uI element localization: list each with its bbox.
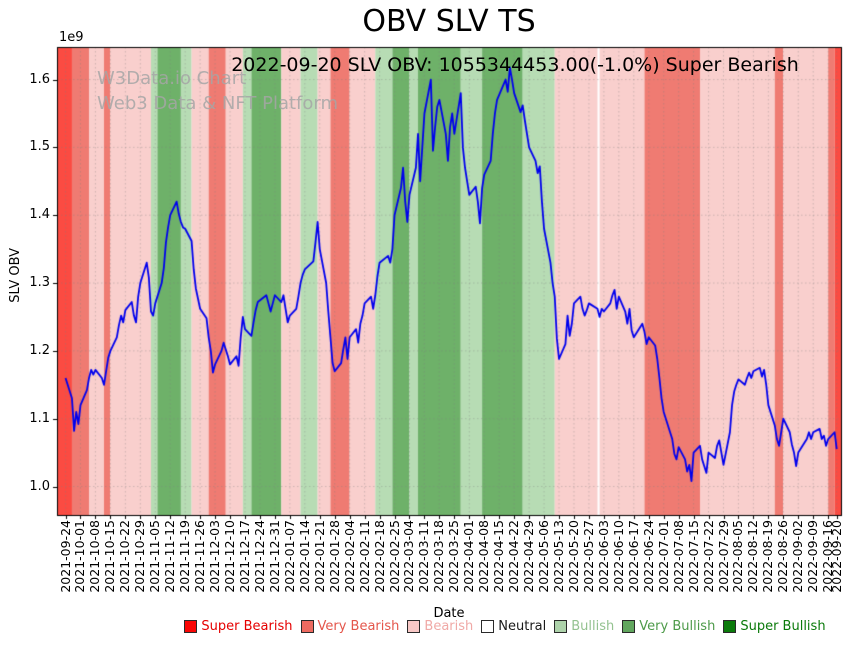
x-tick-label: 2021-12-03 [207, 520, 223, 593]
legend-label: Very Bearish [317, 619, 400, 634]
x-tick-label: 2021-11-05 [147, 520, 163, 593]
legend-item: Neutral [481, 619, 546, 634]
legend-item: Bearish [407, 619, 473, 634]
x-tick-label: 2022-01-07 [281, 520, 297, 593]
legend-swatch-icon [622, 620, 636, 633]
x-tick-label: 2021-12-10 [222, 520, 238, 593]
x-tick-label: 2021-12-17 [236, 520, 252, 593]
y-tick-label: 1.1 [29, 410, 50, 426]
x-tick-label: 2022-06-17 [625, 520, 641, 593]
x-tick-label: 2022-08-26 [775, 520, 791, 593]
x-tick-label: 2021-12-31 [266, 520, 282, 593]
x-tick-label: 2022-03-18 [431, 520, 447, 593]
x-tick-label: 2022-07-08 [670, 520, 686, 593]
x-tick-label: 2022-07-22 [700, 520, 716, 593]
x-tick-label: 2022-04-08 [476, 520, 492, 593]
watermark: W3Data.io Chart Web3 Data & NFT Platform [97, 66, 338, 116]
x-tick-label: 2021-11-26 [192, 520, 208, 593]
x-tick-label: 2022-06-10 [610, 520, 626, 593]
legend-item: Super Bearish [184, 619, 293, 634]
x-tick-label: 2022-06-03 [595, 520, 611, 593]
x-axis-label: Date [433, 606, 465, 621]
x-tick-label: 2022-03-11 [416, 520, 432, 593]
x-tick-label: 2022-04-29 [521, 520, 537, 593]
legend-label: Super Bullish [740, 619, 826, 634]
x-tick-label: 2021-10-29 [132, 520, 148, 593]
legend-item: Very Bearish [300, 619, 400, 634]
legend-label: Bullish [571, 619, 615, 634]
watermark-line1: W3Data.io Chart [97, 68, 247, 89]
chart-title: OBV SLV TS [362, 4, 536, 39]
x-tick-label: 2022-02-11 [356, 520, 372, 593]
x-tick-label: 2021-10-08 [87, 520, 103, 593]
x-tick-label: 2022-05-06 [536, 520, 552, 593]
y-tick-label: 1.0 [29, 478, 50, 494]
x-tick-label: 2021-09-24 [57, 520, 73, 593]
x-tick-label: 2022-05-13 [551, 520, 567, 593]
x-tick-label: 2022-08-19 [760, 520, 776, 593]
legend-swatch-icon [300, 620, 314, 633]
legend-label: Super Bearish [201, 619, 293, 634]
x-tick-label: 2022-02-04 [341, 520, 357, 593]
x-tick-label: 2021-11-12 [162, 520, 178, 593]
legend: Super Bearish Very Bearish Bearish Neutral B… [160, 619, 850, 634]
x-tick-label: 2021-10-15 [102, 520, 118, 593]
legend-label: Very Bullish [639, 619, 716, 634]
y-tick-label: 1.6 [29, 71, 50, 87]
x-tick-label: 2022-04-15 [491, 520, 507, 593]
x-tick-label: 2022-01-21 [311, 520, 327, 593]
x-tick-label: 2021-10-01 [72, 520, 88, 593]
legend-item: Very Bullish [622, 619, 715, 634]
x-tick-label: 2022-08-05 [730, 520, 746, 593]
legend-item: Super Bullish [723, 619, 826, 634]
x-tick-label: 2022-04-01 [461, 520, 477, 593]
x-tick-label: 2022-08-12 [745, 520, 761, 593]
y-axis-offset-label: 1e9 [59, 30, 84, 45]
x-tick-label: 2022-07-01 [655, 520, 671, 593]
x-tick-label: 2022-09-09 [805, 520, 821, 593]
x-tick-label: 2021-10-22 [117, 520, 133, 593]
x-tick-label: 2022-03-04 [401, 520, 417, 593]
y-tick-label: 1.2 [29, 342, 50, 358]
x-tick-label: 2022-02-25 [386, 520, 402, 593]
x-tick-label: 2022-01-28 [326, 520, 342, 593]
x-tick-label: 2022-05-27 [580, 520, 596, 593]
x-tick-label: 2022-07-29 [715, 520, 731, 593]
y-tick-label: 1.3 [29, 275, 50, 291]
x-tick-label: 2021-11-19 [177, 520, 193, 593]
legend-swatch-icon [554, 620, 568, 633]
x-tick-label: 2022-01-14 [296, 520, 312, 593]
x-tick-label: 2021-12-24 [251, 520, 267, 593]
legend-swatch-icon [407, 620, 421, 633]
legend-label: Neutral [498, 619, 547, 634]
x-tick-label: 2022-03-25 [446, 520, 462, 593]
legend-label: Bearish [424, 619, 474, 634]
legend-swatch-icon [723, 620, 737, 633]
x-tick-label: 2022-09-20 [828, 520, 844, 593]
watermark-line2: Web3 Data & NFT Platform [97, 93, 339, 114]
y-tick-label: 1.4 [29, 207, 50, 223]
legend-swatch-icon [481, 620, 495, 633]
legend-item: Bullish [554, 619, 614, 634]
x-tick-label: 2022-04-22 [506, 520, 522, 593]
x-tick-label: 2022-02-18 [371, 520, 387, 593]
x-tick-label: 2022-05-20 [565, 520, 581, 593]
chart-subtitle: 2022-09-20 SLV OBV: 1055344453.00(-1.0%)… [231, 54, 799, 76]
legend-swatch-icon [184, 620, 198, 633]
x-tick-label: 2022-09-02 [790, 520, 806, 593]
x-tick-label: 2022-07-15 [685, 520, 701, 593]
y-tick-label: 1.5 [29, 139, 50, 155]
x-tick-label: 2022-06-24 [640, 520, 656, 593]
